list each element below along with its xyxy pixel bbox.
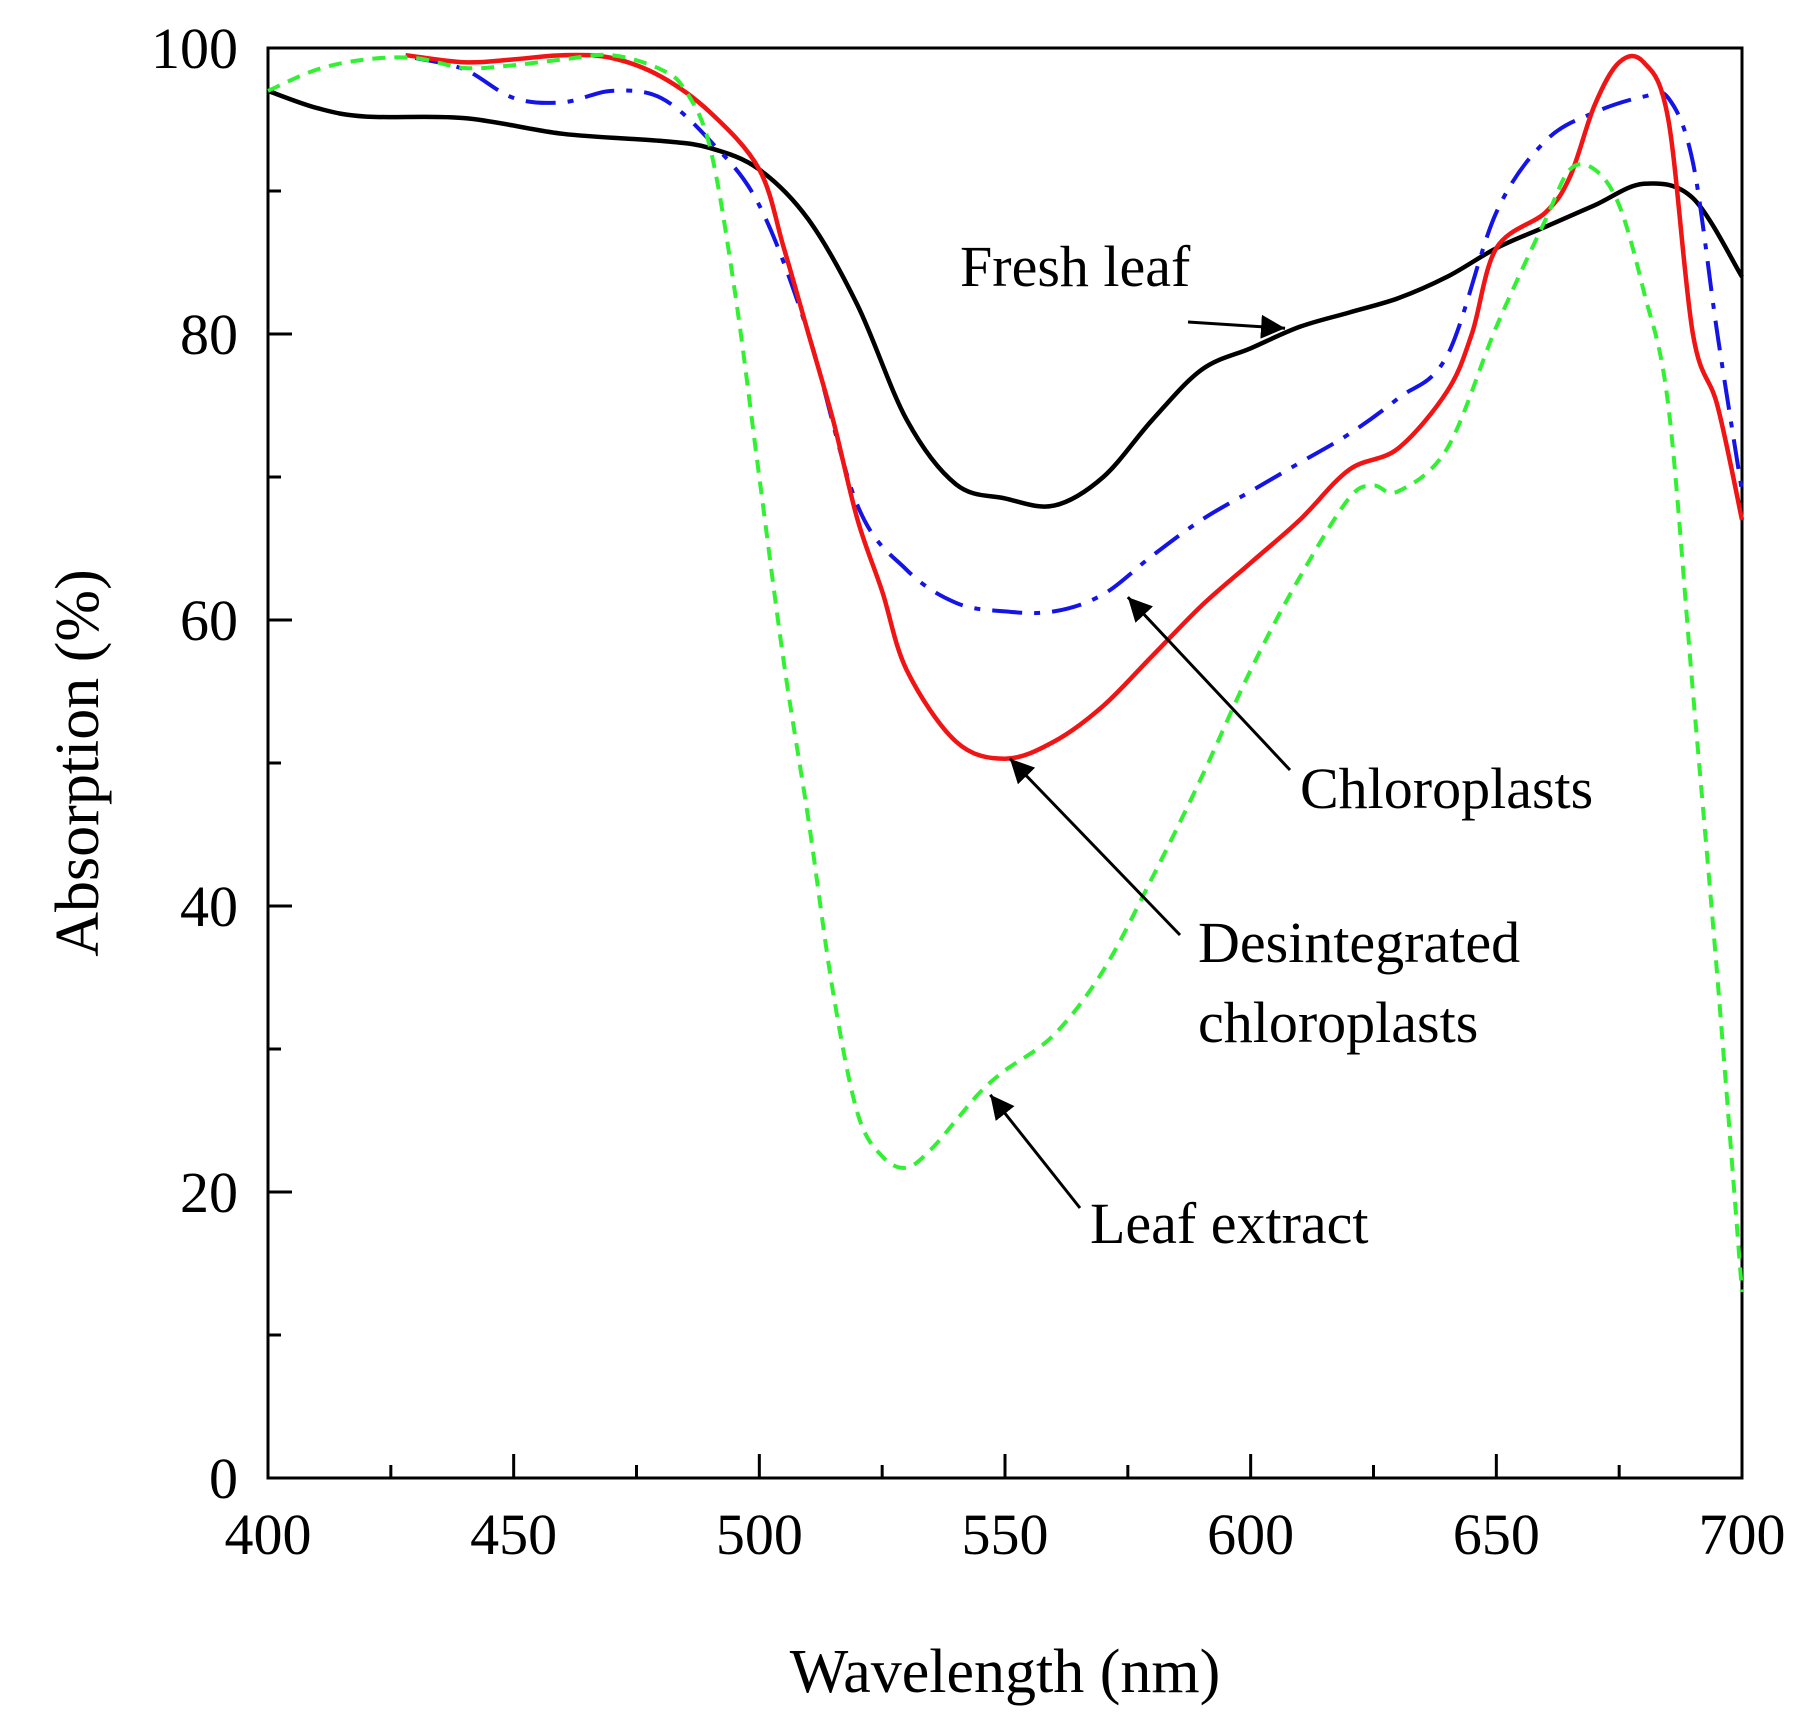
annotation-arrow (1126, 596, 1292, 772)
y-tick-label: 40 (180, 874, 238, 939)
y-tick-label: 0 (209, 1446, 238, 1511)
annotation-label: Chloroplasts (1300, 756, 1593, 821)
y-axis-title: Absorption (%) (44, 569, 112, 956)
series-line-fresh-leaf (267, 88, 1744, 509)
y-tick-label: 60 (180, 588, 238, 653)
x-tick-label: 550 (962, 1502, 1049, 1567)
x-tick-label: 400 (225, 1502, 312, 1567)
series-group (267, 52, 1745, 1293)
y-tick-label: 80 (180, 302, 238, 367)
series-line-leaf-extract (267, 52, 1744, 1293)
x-axis-title: Wavelength (nm) (790, 1638, 1221, 1706)
annotation-label: chloroplasts (1198, 990, 1478, 1055)
annotation-label: Leaf extract (1090, 1191, 1369, 1256)
y-tick-label: 100 (151, 16, 238, 81)
x-tick-label: 650 (1453, 1502, 1540, 1567)
y-tick-label: 20 (180, 1160, 238, 1225)
annotations: Fresh leaf Chloroplasts Desintegrated chlor… (960, 234, 1593, 1256)
x-tick-label: 700 (1699, 1502, 1786, 1567)
series-line-desintegrated-chloroplasts (405, 52, 1745, 761)
annotation-arrow (989, 1093, 1082, 1209)
series-line-chloroplasts (414, 56, 1744, 616)
x-tick-label: 500 (716, 1502, 803, 1567)
annotation-label: Desintegrated (1198, 910, 1520, 975)
axis-tick-labels: 400 450 500 550 600 650 700 0 20 40 60 80 100 (151, 16, 1786, 1567)
annotation-label: Fresh leaf (960, 234, 1191, 299)
annotation-arrow (1187, 314, 1286, 339)
annotation-arrow (1008, 757, 1182, 937)
x-tick-label: 600 (1207, 1502, 1294, 1567)
axis-ticks (266, 46, 1744, 1480)
x-tick-label: 450 (470, 1502, 557, 1567)
